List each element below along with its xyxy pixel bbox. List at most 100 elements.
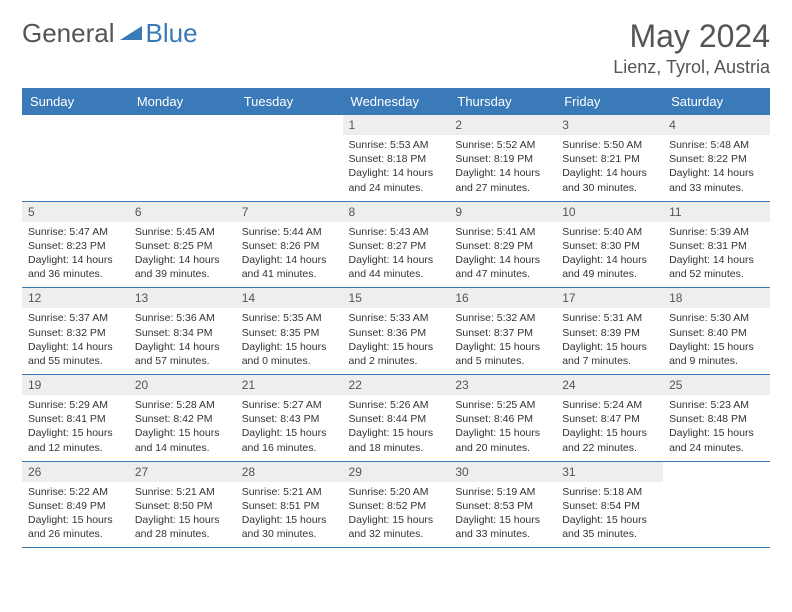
sunrise-text: Sunrise: 5:26 AM (349, 398, 444, 412)
sunset-text: Sunset: 8:34 PM (135, 326, 230, 340)
day-details: Sunrise: 5:47 AMSunset: 8:23 PMDaylight:… (22, 222, 129, 288)
calendar-cell (22, 115, 129, 201)
day-number: 3 (556, 115, 663, 135)
calendar-cell (663, 461, 770, 548)
weekday-header: Friday (556, 88, 663, 115)
weekday-header: Sunday (22, 88, 129, 115)
sunrise-text: Sunrise: 5:37 AM (28, 311, 123, 325)
day-details: Sunrise: 5:40 AMSunset: 8:30 PMDaylight:… (556, 222, 663, 288)
day-details: Sunrise: 5:44 AMSunset: 8:26 PMDaylight:… (236, 222, 343, 288)
day-details: Sunrise: 5:29 AMSunset: 8:41 PMDaylight:… (22, 395, 129, 461)
daylight-text: Daylight: 15 hours and 12 minutes. (28, 426, 123, 454)
day-number: 18 (663, 288, 770, 308)
sunrise-text: Sunrise: 5:28 AM (135, 398, 230, 412)
sunset-text: Sunset: 8:26 PM (242, 239, 337, 253)
sunset-text: Sunset: 8:39 PM (562, 326, 657, 340)
calendar-cell: 14Sunrise: 5:35 AMSunset: 8:35 PMDayligh… (236, 288, 343, 375)
calendar-cell: 10Sunrise: 5:40 AMSunset: 8:30 PMDayligh… (556, 201, 663, 288)
sunset-text: Sunset: 8:51 PM (242, 499, 337, 513)
daylight-text: Daylight: 14 hours and 47 minutes. (455, 253, 550, 281)
day-number: 25 (663, 375, 770, 395)
sunrise-text: Sunrise: 5:39 AM (669, 225, 764, 239)
sunset-text: Sunset: 8:37 PM (455, 326, 550, 340)
daylight-text: Daylight: 14 hours and 36 minutes. (28, 253, 123, 281)
calendar-row: 26Sunrise: 5:22 AMSunset: 8:49 PMDayligh… (22, 461, 770, 548)
sunrise-text: Sunrise: 5:35 AM (242, 311, 337, 325)
day-details: Sunrise: 5:53 AMSunset: 8:18 PMDaylight:… (343, 135, 450, 201)
day-details: Sunrise: 5:43 AMSunset: 8:27 PMDaylight:… (343, 222, 450, 288)
day-number: 12 (22, 288, 129, 308)
calendar-cell: 18Sunrise: 5:30 AMSunset: 8:40 PMDayligh… (663, 288, 770, 375)
calendar-cell: 24Sunrise: 5:24 AMSunset: 8:47 PMDayligh… (556, 375, 663, 462)
calendar-cell: 31Sunrise: 5:18 AMSunset: 8:54 PMDayligh… (556, 461, 663, 548)
sunrise-text: Sunrise: 5:44 AM (242, 225, 337, 239)
sunrise-text: Sunrise: 5:23 AM (669, 398, 764, 412)
sunrise-text: Sunrise: 5:53 AM (349, 138, 444, 152)
calendar-row: 5Sunrise: 5:47 AMSunset: 8:23 PMDaylight… (22, 201, 770, 288)
sunrise-text: Sunrise: 5:20 AM (349, 485, 444, 499)
calendar-cell: 5Sunrise: 5:47 AMSunset: 8:23 PMDaylight… (22, 201, 129, 288)
day-number: 17 (556, 288, 663, 308)
day-number: 15 (343, 288, 450, 308)
sunrise-text: Sunrise: 5:41 AM (455, 225, 550, 239)
day-number: 1 (343, 115, 450, 135)
calendar-cell: 16Sunrise: 5:32 AMSunset: 8:37 PMDayligh… (449, 288, 556, 375)
daylight-text: Daylight: 14 hours and 33 minutes. (669, 166, 764, 194)
calendar-cell: 19Sunrise: 5:29 AMSunset: 8:41 PMDayligh… (22, 375, 129, 462)
daylight-text: Daylight: 15 hours and 5 minutes. (455, 340, 550, 368)
day-number: 31 (556, 462, 663, 482)
calendar-cell: 30Sunrise: 5:19 AMSunset: 8:53 PMDayligh… (449, 461, 556, 548)
calendar-table: Sunday Monday Tuesday Wednesday Thursday… (22, 88, 770, 548)
sunset-text: Sunset: 8:30 PM (562, 239, 657, 253)
sunset-text: Sunset: 8:44 PM (349, 412, 444, 426)
daylight-text: Daylight: 14 hours and 49 minutes. (562, 253, 657, 281)
sunrise-text: Sunrise: 5:27 AM (242, 398, 337, 412)
day-details: Sunrise: 5:24 AMSunset: 8:47 PMDaylight:… (556, 395, 663, 461)
sunrise-text: Sunrise: 5:33 AM (349, 311, 444, 325)
calendar-cell: 25Sunrise: 5:23 AMSunset: 8:48 PMDayligh… (663, 375, 770, 462)
daylight-text: Daylight: 14 hours and 52 minutes. (669, 253, 764, 281)
sunrise-text: Sunrise: 5:50 AM (562, 138, 657, 152)
day-details: Sunrise: 5:39 AMSunset: 8:31 PMDaylight:… (663, 222, 770, 288)
sunset-text: Sunset: 8:25 PM (135, 239, 230, 253)
day-number: 23 (449, 375, 556, 395)
sunset-text: Sunset: 8:29 PM (455, 239, 550, 253)
day-number: 30 (449, 462, 556, 482)
day-number: 9 (449, 202, 556, 222)
day-number: 29 (343, 462, 450, 482)
calendar-cell: 20Sunrise: 5:28 AMSunset: 8:42 PMDayligh… (129, 375, 236, 462)
calendar-cell: 29Sunrise: 5:20 AMSunset: 8:52 PMDayligh… (343, 461, 450, 548)
sunrise-text: Sunrise: 5:40 AM (562, 225, 657, 239)
calendar-cell: 12Sunrise: 5:37 AMSunset: 8:32 PMDayligh… (22, 288, 129, 375)
calendar-cell: 8Sunrise: 5:43 AMSunset: 8:27 PMDaylight… (343, 201, 450, 288)
month-title: May 2024 (613, 18, 770, 55)
calendar-cell: 13Sunrise: 5:36 AMSunset: 8:34 PMDayligh… (129, 288, 236, 375)
sunrise-text: Sunrise: 5:43 AM (349, 225, 444, 239)
sunset-text: Sunset: 8:53 PM (455, 499, 550, 513)
calendar-cell (129, 115, 236, 201)
logo: General Blue (22, 18, 198, 49)
day-number: 4 (663, 115, 770, 135)
calendar-row: 12Sunrise: 5:37 AMSunset: 8:32 PMDayligh… (22, 288, 770, 375)
calendar-cell: 26Sunrise: 5:22 AMSunset: 8:49 PMDayligh… (22, 461, 129, 548)
sunset-text: Sunset: 8:19 PM (455, 152, 550, 166)
daylight-text: Daylight: 14 hours and 27 minutes. (455, 166, 550, 194)
day-details: Sunrise: 5:20 AMSunset: 8:52 PMDaylight:… (343, 482, 450, 548)
sunrise-text: Sunrise: 5:21 AM (242, 485, 337, 499)
sunset-text: Sunset: 8:54 PM (562, 499, 657, 513)
daylight-text: Daylight: 14 hours and 57 minutes. (135, 340, 230, 368)
weekday-header: Saturday (663, 88, 770, 115)
daylight-text: Daylight: 14 hours and 39 minutes. (135, 253, 230, 281)
sunset-text: Sunset: 8:27 PM (349, 239, 444, 253)
calendar-cell: 6Sunrise: 5:45 AMSunset: 8:25 PMDaylight… (129, 201, 236, 288)
day-details: Sunrise: 5:35 AMSunset: 8:35 PMDaylight:… (236, 308, 343, 374)
weekday-header: Monday (129, 88, 236, 115)
day-details: Sunrise: 5:19 AMSunset: 8:53 PMDaylight:… (449, 482, 556, 548)
day-number: 13 (129, 288, 236, 308)
day-number (663, 462, 770, 468)
sunrise-text: Sunrise: 5:18 AM (562, 485, 657, 499)
day-number: 28 (236, 462, 343, 482)
sunset-text: Sunset: 8:40 PM (669, 326, 764, 340)
day-details: Sunrise: 5:27 AMSunset: 8:43 PMDaylight:… (236, 395, 343, 461)
daylight-text: Daylight: 14 hours and 55 minutes. (28, 340, 123, 368)
